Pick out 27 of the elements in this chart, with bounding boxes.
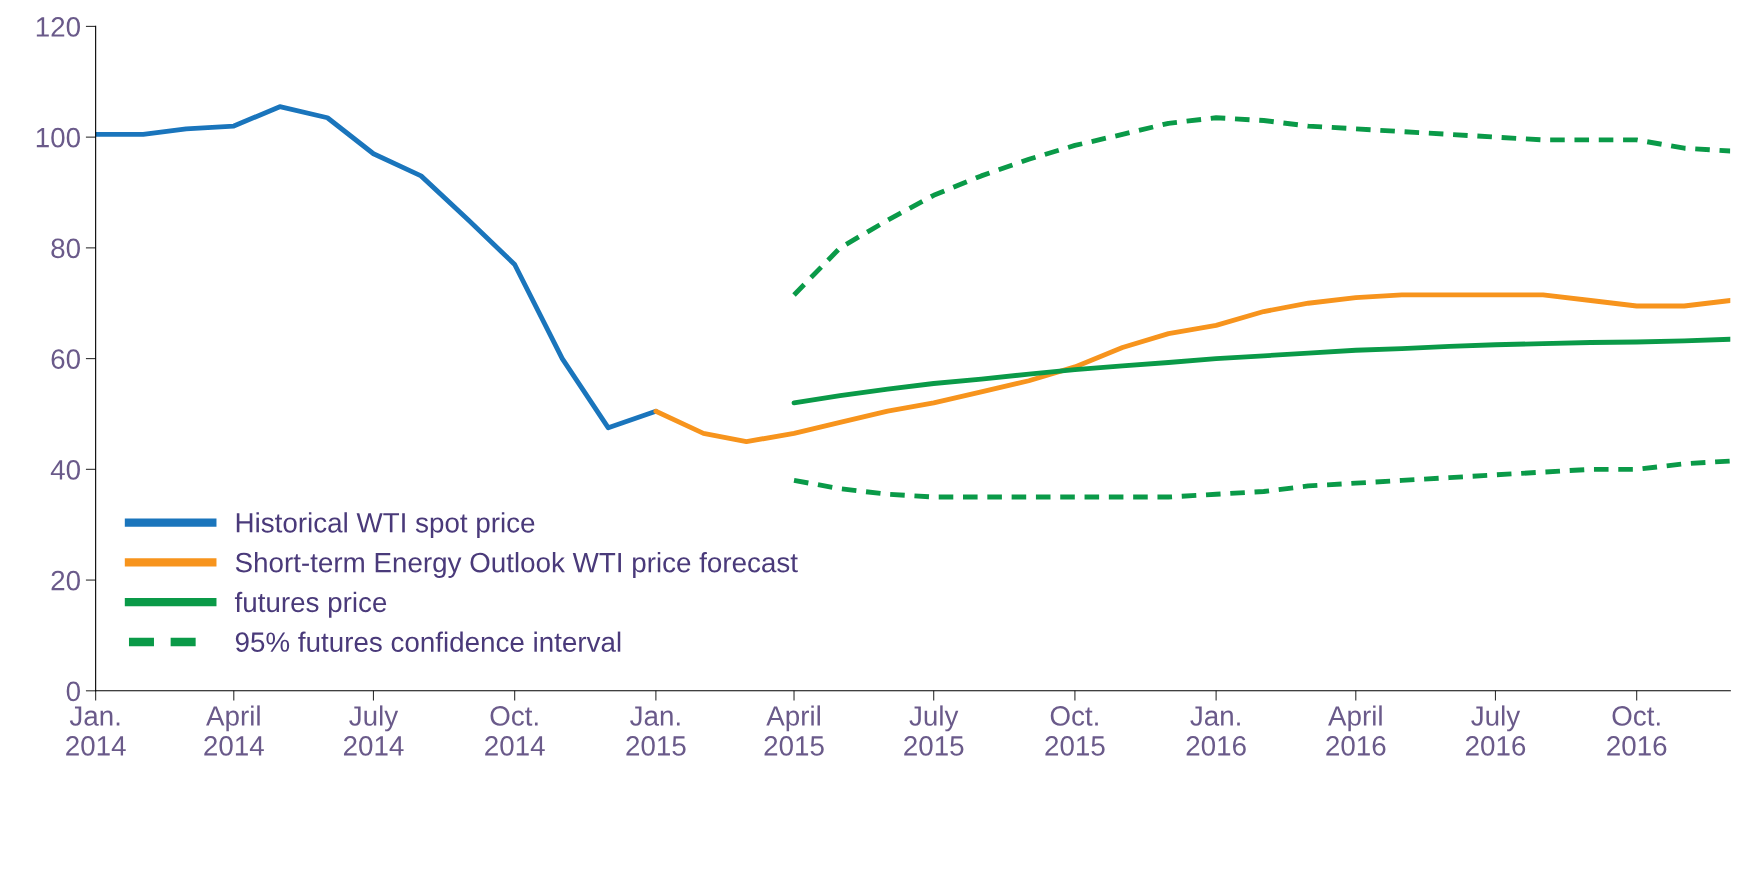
line-series xyxy=(791,115,1731,298)
y-tick-label: 0 xyxy=(66,681,80,702)
legend-label: Historical WTI spot price xyxy=(236,512,535,539)
x-tick-label: Oct. 2014 xyxy=(485,706,545,756)
x-tick-label: July 2015 xyxy=(904,705,964,756)
x-tick-label: Oct. 2016 xyxy=(1607,706,1667,756)
y-tick-label: 80 xyxy=(51,238,80,259)
x-tick-label: Jan. 2016 xyxy=(1186,706,1246,756)
line-series xyxy=(791,458,1731,500)
y-tick-label: 60 xyxy=(51,349,80,369)
legend-label: 95% futures confidence interval xyxy=(235,631,621,652)
x-tick-label: Oct. 2015 xyxy=(1045,706,1105,756)
x-tick-label: April 2016 xyxy=(1326,705,1386,756)
legend-label: Short-term Energy Outlook WTI price forecast xyxy=(235,552,798,578)
x-tick-label: Jan. 2014 xyxy=(66,706,126,756)
x-tick-label: July 2016 xyxy=(1465,705,1526,756)
x-tick-label: Jan. 2015 xyxy=(626,706,686,756)
y-tick-label: 40 xyxy=(50,460,80,480)
y-tick-label: 120 xyxy=(36,17,80,37)
y-tick-label: 20 xyxy=(51,570,80,591)
x-tick-label: April 2014 xyxy=(204,705,264,756)
line-series xyxy=(653,292,1731,445)
x-tick-label: April 2015 xyxy=(764,705,824,756)
line-series xyxy=(791,336,1731,406)
legend-label: futures price xyxy=(234,591,387,618)
y-tick-label: 100 xyxy=(36,127,80,148)
x-tick-label: July 2014 xyxy=(343,705,404,756)
